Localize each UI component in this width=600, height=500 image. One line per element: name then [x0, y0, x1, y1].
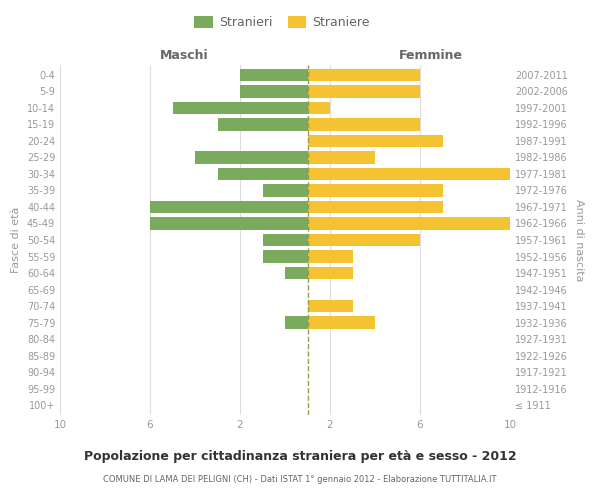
Bar — [218, 118, 308, 130]
Bar — [173, 102, 308, 114]
Bar — [308, 102, 330, 114]
Bar — [308, 201, 443, 213]
Bar — [308, 316, 375, 328]
Bar — [308, 118, 420, 130]
Bar — [308, 250, 353, 262]
Bar — [308, 234, 420, 246]
Bar — [308, 152, 375, 164]
Text: COMUNE DI LAMA DEI PELIGNI (CH) - Dati ISTAT 1° gennaio 2012 - Elaborazione TUTT: COMUNE DI LAMA DEI PELIGNI (CH) - Dati I… — [103, 475, 497, 484]
Y-axis label: Anni di nascita: Anni di nascita — [574, 198, 584, 281]
Bar — [308, 168, 510, 180]
Y-axis label: Fasce di età: Fasce di età — [11, 207, 21, 273]
Bar — [285, 316, 308, 328]
Bar — [308, 300, 353, 312]
Bar — [150, 218, 308, 230]
Text: Maschi: Maschi — [160, 48, 208, 62]
Bar — [240, 85, 308, 98]
Bar — [240, 68, 308, 81]
Bar — [218, 168, 308, 180]
Bar — [263, 234, 308, 246]
Bar — [308, 184, 443, 196]
Bar — [263, 184, 308, 196]
Legend: Stranieri, Straniere: Stranieri, Straniere — [189, 11, 375, 34]
Bar — [285, 267, 308, 279]
Bar — [308, 267, 353, 279]
Bar — [308, 135, 443, 147]
Bar — [308, 218, 510, 230]
Bar — [263, 250, 308, 262]
Text: Femmine: Femmine — [399, 48, 463, 62]
Bar — [308, 68, 420, 81]
Bar — [195, 152, 308, 164]
Bar — [150, 201, 308, 213]
Text: Popolazione per cittadinanza straniera per età e sesso - 2012: Popolazione per cittadinanza straniera p… — [83, 450, 517, 463]
Bar — [308, 85, 420, 98]
